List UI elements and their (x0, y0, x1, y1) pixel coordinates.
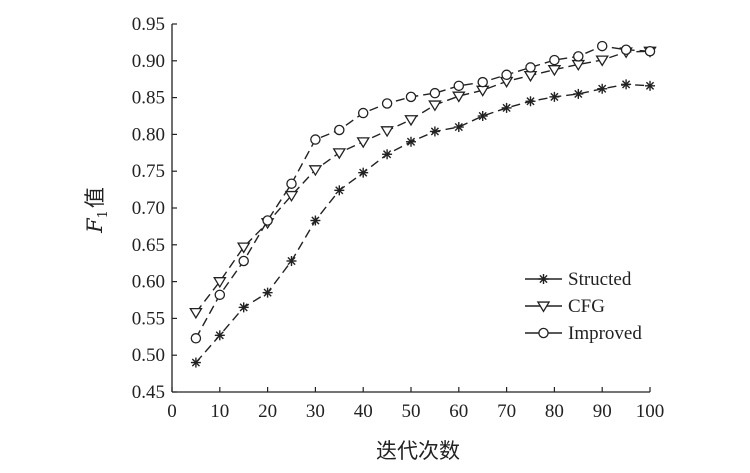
data-point (595, 55, 609, 67)
data-point (596, 40, 608, 52)
data-point (213, 277, 227, 289)
y-tick-label: 0.65 (132, 235, 165, 256)
data-point (214, 330, 225, 341)
y-tick-label: 0.85 (132, 88, 165, 109)
y-axis-title-main: F (83, 217, 107, 234)
data-point (190, 357, 201, 368)
data-point (501, 69, 512, 81)
legend-marker (538, 274, 549, 284)
series-line (195, 45, 651, 339)
legend: Structed CFG Improved (525, 269, 642, 344)
legend-item: Structed (525, 269, 632, 290)
data-point (405, 91, 417, 103)
y-tick-label: 0.80 (132, 124, 165, 145)
y-tick-label: 0.90 (132, 51, 165, 72)
data-point (453, 122, 464, 133)
data-point (406, 136, 416, 147)
y-axis-title-subscript: 1 (96, 210, 111, 218)
data-point (477, 76, 488, 88)
data-point (286, 255, 297, 266)
x-tick-label: 60 (449, 401, 468, 422)
y-tick-label: 0.70 (132, 198, 165, 219)
x-axis-title: 迭代次数 (376, 439, 460, 463)
data-point (238, 302, 249, 313)
y-tick-label: 0.60 (132, 272, 165, 293)
data-point (286, 178, 297, 189)
y-tick-label: 0.50 (132, 345, 165, 366)
x-tick-label: 40 (354, 401, 373, 422)
data-point (429, 87, 441, 99)
x-tick-label: 0 (167, 401, 177, 422)
data-point (597, 83, 608, 94)
series-layer (189, 40, 657, 368)
data-point (358, 167, 369, 178)
x-tick-label: 70 (497, 401, 516, 422)
data-point (525, 62, 536, 73)
data-point (380, 126, 394, 138)
x-tick-label: 80 (545, 401, 564, 422)
legend-label: CFG (568, 296, 605, 317)
y-tick-label: 0.45 (132, 382, 165, 403)
data-point (356, 137, 370, 149)
x-tick-label: 90 (593, 401, 612, 422)
data-point (525, 96, 536, 107)
legend-item: Improved (525, 323, 642, 344)
x-tick-label: 20 (258, 401, 277, 422)
data-point (310, 215, 321, 226)
data-point (236, 242, 251, 254)
data-point (428, 100, 442, 112)
x-tick-label: 50 (402, 401, 421, 422)
data-point (621, 79, 632, 90)
data-point (645, 80, 655, 91)
data-point (549, 91, 560, 102)
y-axis-title: F1 值 (83, 187, 111, 234)
legend-label: Structed (568, 269, 632, 290)
data-point (190, 333, 202, 344)
x-tick-label: 100 (636, 401, 665, 422)
data-point (284, 190, 299, 203)
data-point (501, 102, 512, 113)
data-point (523, 70, 538, 83)
data-point (404, 115, 418, 127)
data-point (453, 80, 465, 92)
legend-marker (536, 301, 551, 313)
x-tick-label: 30 (306, 401, 325, 422)
data-point (332, 148, 347, 160)
data-point (310, 134, 321, 145)
y-tick-label: 0.55 (132, 308, 165, 329)
y-axis-title-suffix: 值 (83, 187, 107, 208)
data-point (573, 51, 584, 62)
data-point (477, 111, 488, 121)
data-point (308, 165, 323, 177)
x-tick-label: 10 (210, 401, 229, 422)
series-improved (190, 40, 656, 344)
data-point (429, 126, 440, 137)
data-point (547, 65, 562, 77)
axes: 0 10 20 30 40 50 60 70 80 90 100 0.45 0.50 0.55 0.60 0.… (132, 14, 665, 422)
y-tick-label: 0.75 (132, 161, 165, 182)
data-point (382, 149, 393, 160)
y-tick-label: 0.95 (132, 14, 165, 35)
data-point (189, 307, 203, 320)
data-point (334, 124, 345, 136)
data-point (381, 98, 393, 109)
data-point (573, 88, 584, 99)
series-structed (190, 79, 655, 368)
legend-item: CFG (525, 296, 605, 317)
data-point (262, 287, 273, 298)
legend-marker (538, 327, 549, 339)
data-point (262, 215, 273, 226)
data-point (214, 289, 226, 301)
data-point (549, 54, 560, 66)
data-point (357, 107, 369, 119)
series-line (195, 50, 651, 313)
legend-label: Improved (568, 323, 642, 344)
data-point (334, 185, 345, 196)
data-point (452, 91, 466, 103)
data-point (238, 255, 249, 267)
data-point (620, 44, 632, 56)
data-point (644, 45, 656, 57)
